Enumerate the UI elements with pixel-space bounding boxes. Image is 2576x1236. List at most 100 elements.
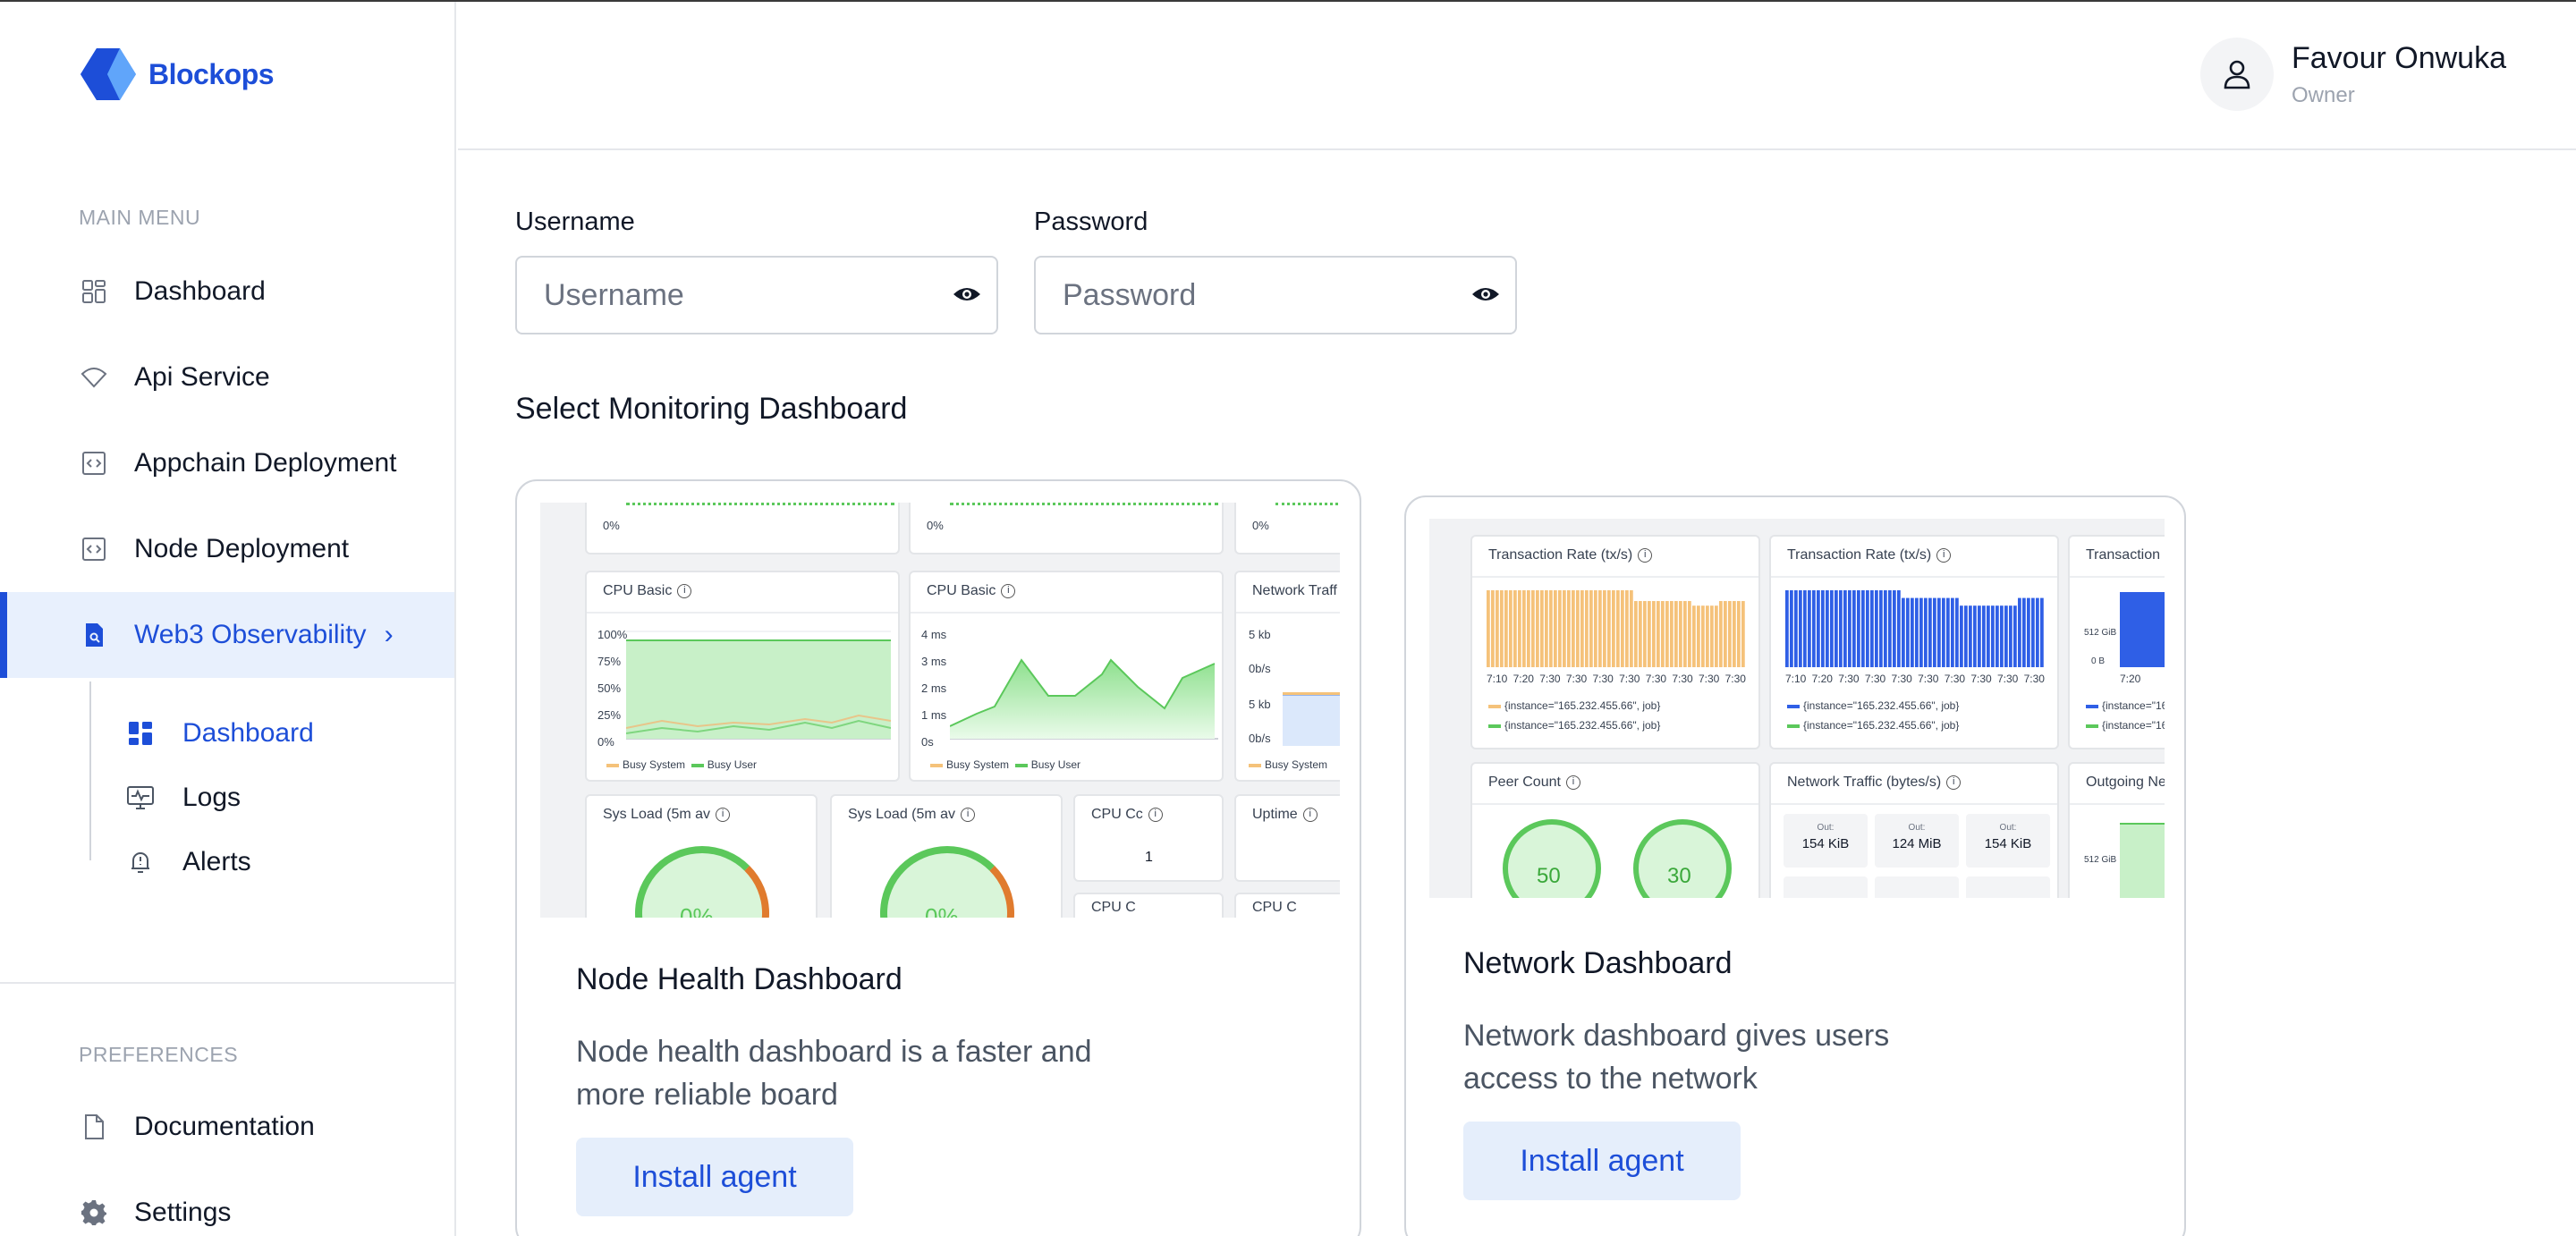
sidebar-item-documentation[interactable]: Documentation: [0, 1084, 454, 1170]
eye-icon[interactable]: [1470, 279, 1501, 309]
bar: [1670, 601, 1674, 667]
panel-title: Network Traff: [1252, 583, 1337, 598]
bar: [1826, 590, 1829, 667]
tick-label: 25%: [597, 708, 622, 722]
divider: [2070, 576, 2165, 578]
brand-logo[interactable]: Blockops: [80, 48, 275, 100]
bar: [1951, 597, 1954, 667]
user-profile[interactable]: Favour Onwuka Owner: [2200, 38, 2506, 111]
sidebar: Blockops MAIN MENU Dashboard Api Service…: [0, 2, 456, 1236]
bar: [1978, 605, 1981, 667]
sub-item-label: Alerts: [182, 847, 251, 876]
bar: [1692, 605, 1696, 667]
tx-rate-bar-chart: [1487, 590, 1745, 667]
sidebar-item-api-service[interactable]: Api Service: [0, 334, 454, 420]
bar: [1737, 601, 1741, 667]
tick-label: 0%: [927, 519, 944, 532]
bar: [1580, 590, 1584, 667]
bar: [1706, 605, 1709, 667]
info-icon: i: [1148, 807, 1163, 822]
tick-label: 7:30: [1619, 673, 1640, 685]
sub-menu-tree-line: [89, 681, 91, 860]
sub-item-alerts[interactable]: Alerts: [125, 835, 251, 889]
code-icon: [80, 536, 107, 563]
bar: [2040, 597, 2044, 667]
bar: [1665, 601, 1669, 667]
preview-sys-load-2: Sys Load (5m av i 0%: [830, 794, 1063, 918]
avatar[interactable]: [2200, 38, 2274, 111]
bar: [1679, 601, 1682, 667]
panel-title: CPU C: [1252, 900, 1297, 915]
gear-icon: [80, 1199, 107, 1226]
sub-item-label: Logs: [182, 783, 242, 812]
node-health-dashboard-card[interactable]: 0% 0% 0% CPU Basic i 100% 75% 50% 25% 0%: [515, 479, 1361, 1236]
install-agent-button[interactable]: Install agent: [576, 1138, 853, 1216]
preview-uptime: Uptime i: [1234, 794, 1340, 882]
wifi-icon: [80, 364, 107, 391]
divider: [911, 612, 1222, 614]
monitor-icon: [125, 783, 156, 813]
tick-label: 7:20: [1513, 673, 1534, 685]
bar: [1719, 601, 1723, 667]
preview-line: [1283, 692, 1340, 695]
bar: [1928, 597, 1932, 667]
sidebar-item-node-deployment[interactable]: Node Deployment: [0, 506, 454, 592]
sidebar-item-appchain-deployment[interactable]: Appchain Deployment: [0, 420, 454, 506]
tick-label: 75%: [597, 655, 622, 668]
sidebar-divider: [0, 982, 454, 984]
preview-cpu-cores: CPU Cc i 1: [1073, 794, 1224, 882]
tick-label: 7:30: [1997, 673, 2019, 685]
stat-box: Out: 154 KiB: [1966, 814, 2050, 868]
search-doc-icon: [80, 622, 107, 648]
tick-label: 7:20: [2120, 673, 2141, 685]
card-description: Node health dashboard is a faster and mo…: [576, 1030, 1092, 1116]
bar: [1616, 590, 1620, 667]
preview-cpu-basic-2: CPU Basic i 4 ms 3 ms 2 ms 1 ms 0s Busy S…: [909, 571, 1224, 782]
sub-item-label: Dashboard: [182, 718, 314, 748]
sidebar-item-settings[interactable]: Settings: [0, 1170, 454, 1236]
dashboard-icon: [125, 718, 156, 749]
code-icon: [80, 450, 107, 477]
preview-small-panel: CPU C: [1234, 893, 1340, 918]
preview-panel-top-1: 0%: [585, 503, 900, 555]
tick-label: 100%: [597, 628, 628, 641]
divider: [1771, 803, 2057, 805]
bar: [1724, 601, 1727, 667]
bar: [1991, 605, 1995, 667]
tick-label: 5 kb: [1249, 628, 1271, 641]
bar: [1567, 590, 1571, 667]
bar: [1594, 590, 1597, 667]
bar: [1688, 601, 1691, 667]
sidebar-item-web3-observability[interactable]: Web3 Observability ›: [0, 592, 454, 678]
network-dashboard-card[interactable]: Transaction Rate (tx/s) i 7:10 7:20 7:30 7:3…: [1404, 495, 2186, 1236]
preview-peer-count: Peer Count i 50 30: [1470, 762, 1760, 898]
sidebar-item-label: Documentation: [134, 1112, 315, 1141]
bar: [1982, 605, 1986, 667]
tick-label: 512 GiB: [2084, 628, 2117, 638]
tick-label: 7:30: [1645, 673, 1667, 685]
tick-label: 7:30: [1724, 673, 1746, 685]
info-icon: i: [961, 807, 976, 822]
username-input[interactable]: [544, 277, 970, 313]
install-agent-button[interactable]: Install agent: [1463, 1122, 1741, 1200]
bar: [1491, 590, 1495, 667]
bar: [1576, 590, 1580, 667]
sidebar-item-dashboard[interactable]: Dashboard: [0, 249, 454, 334]
card-title: Node Health Dashboard: [576, 962, 902, 996]
info-icon: i: [1936, 547, 1952, 563]
sub-item-dashboard[interactable]: Dashboard: [125, 707, 314, 760]
bar: [1639, 601, 1642, 667]
bar: [1603, 590, 1606, 667]
bar: [1657, 601, 1660, 667]
bar: [1728, 601, 1732, 667]
password-input[interactable]: [1063, 277, 1488, 313]
bar: [2036, 597, 2039, 667]
divider: [1472, 576, 1758, 578]
eye-icon[interactable]: [952, 279, 982, 309]
username-field: [515, 256, 998, 334]
password-label: Password: [1034, 207, 1148, 236]
cpu-basic-area-chart: [626, 631, 891, 740]
gauge-value: 30: [1667, 864, 1691, 888]
tick-label: 5 kb: [1249, 698, 1271, 711]
sub-item-logs[interactable]: Logs: [125, 771, 241, 825]
